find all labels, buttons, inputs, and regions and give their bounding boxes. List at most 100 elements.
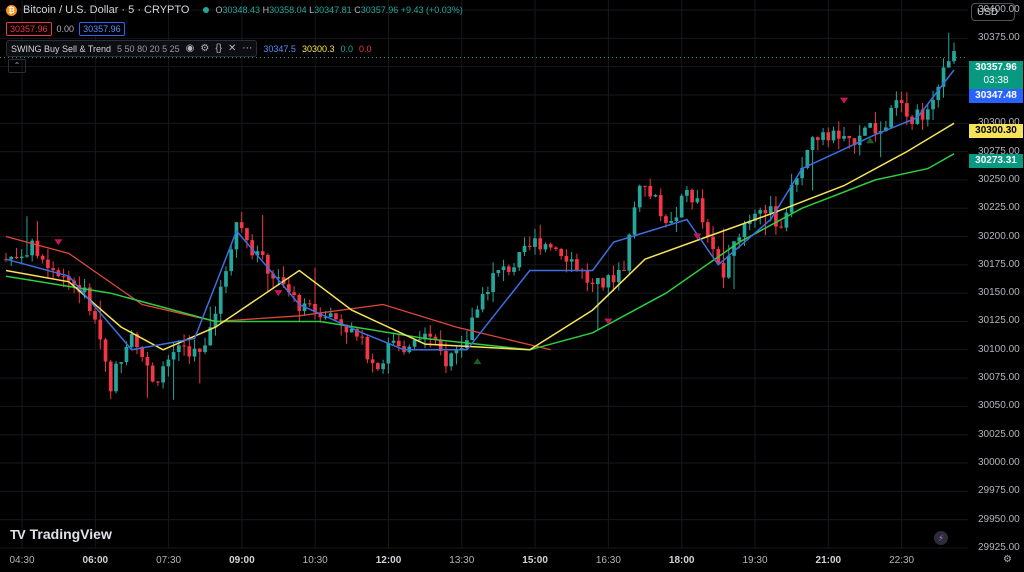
buy-price-button[interactable]: 30357.96 [79,22,125,36]
more-icon[interactable]: ⋯ [242,43,253,54]
candle-body [334,313,338,320]
candle-body [836,130,841,139]
candle-body [632,207,637,235]
candle-body [795,178,799,185]
code-icon[interactable]: {} [215,43,222,54]
candle-body [763,210,768,214]
time-tick-label: 04:30 [9,555,35,566]
candle-body [229,249,234,272]
tradingview-logo[interactable]: TV TradingView [10,526,112,542]
candle-body [658,195,663,217]
candle-body [360,336,365,338]
price-tick-label: 30025.00 [978,428,1020,440]
candle-body [218,286,223,314]
indicator-value-red: 0.0 [359,43,372,54]
candle-body [920,109,925,120]
signal-triangle [473,358,482,365]
candle-body [307,303,312,305]
price-tick-label: 29975.00 [978,485,1020,497]
candle-body [108,361,113,392]
candle-body [470,317,474,341]
close-icon[interactable]: ✕ [228,43,237,54]
candle-body [575,259,579,271]
time-tick-label: 21:00 [815,555,842,566]
indicator-params: 5 50 80 20 5 25 [117,43,180,54]
candle-body [627,234,632,271]
candle-body [601,278,605,288]
candle-body [103,339,108,362]
candle-body [449,353,454,367]
candle-body [899,100,904,104]
candle-body [323,317,328,319]
candle-body [171,352,176,360]
candle-body [114,363,118,392]
price-tick-label: 30275.00 [978,145,1020,157]
candle-body [889,107,893,128]
indicator-box[interactable]: SWING Buy Sell & Trend 5 50 80 20 5 25 ◉… [6,40,258,57]
price-tick-label: 30150.00 [978,287,1020,299]
candle-body [93,311,97,320]
candle-body [758,210,763,214]
candle-body [250,240,255,256]
candle-body [187,346,192,357]
spread-value: 0.00 [56,24,75,34]
candle-body [868,122,873,128]
price-tick-label: 30300.00 [978,117,1020,129]
time-tick-label: 12:00 [375,555,402,566]
ema-mid-label: 30300.30 [969,124,1023,138]
candle-body [936,86,941,100]
last-price-label: 30357.96 03:38 [969,61,1023,89]
candle-body [454,349,459,354]
signal-triangle [604,318,613,325]
eye-icon[interactable]: ◉ [185,43,195,54]
price-tick-label: 30225.00 [978,202,1020,214]
price-tick-label: 30100.00 [978,343,1020,355]
signal-triangle [274,290,283,297]
candle-body [260,251,265,255]
candle-body [569,259,574,262]
candle-body [255,251,260,256]
time-tick-label: 09:00 [229,555,255,566]
candle-body [690,189,694,203]
bar-countdown: 03:38 [983,75,1009,86]
candle-body [606,275,611,288]
candle-body [742,223,747,238]
symbol-title[interactable]: Bitcoin / U.S. Dollar · 5 · CRYPTO [23,4,190,16]
trade-buttons: 30357.96 0.00 30357.96 [6,22,125,36]
candle-body [931,99,935,110]
candle-body [417,339,422,341]
sell-price-button[interactable]: 30357.96 [6,22,52,36]
candle-body [14,256,19,259]
candle-body [412,340,417,347]
price-tick-label: 30000.00 [978,457,1020,469]
candle-body [695,198,700,203]
candle-body [522,245,527,253]
currency-selector[interactable]: USD [971,3,1015,21]
candle-body [847,135,852,139]
indicator-value-green: 0.0 [340,43,353,54]
candle-body [292,292,296,295]
candle-body [538,238,543,250]
candle-body [224,271,228,287]
candle-body [459,348,464,350]
tradingview-wordmark: TradingView [29,526,112,542]
signal-triangle [693,233,702,240]
candle-body [506,266,511,272]
candle-body [365,337,370,360]
candle-body [176,345,181,353]
settings-icon[interactable]: ⚙ [1003,554,1012,565]
ema-fast-line [5,69,955,351]
gear-icon[interactable]: ⚙ [200,43,210,54]
candle-body [590,282,595,284]
candle-body [192,348,197,357]
candle-body [800,167,804,179]
symbol-header: ₿ Bitcoin / U.S. Dollar · 5 · CRYPTO O30… [6,4,463,16]
lightning-icon[interactable]: ⚡ [934,531,948,545]
candle-body [140,347,145,357]
collapse-legend-button[interactable]: ⌃ [8,59,26,73]
ema-slow-line [5,153,955,351]
candle-body [234,222,239,250]
ema-fast-label: 30347.48 [969,89,1023,103]
